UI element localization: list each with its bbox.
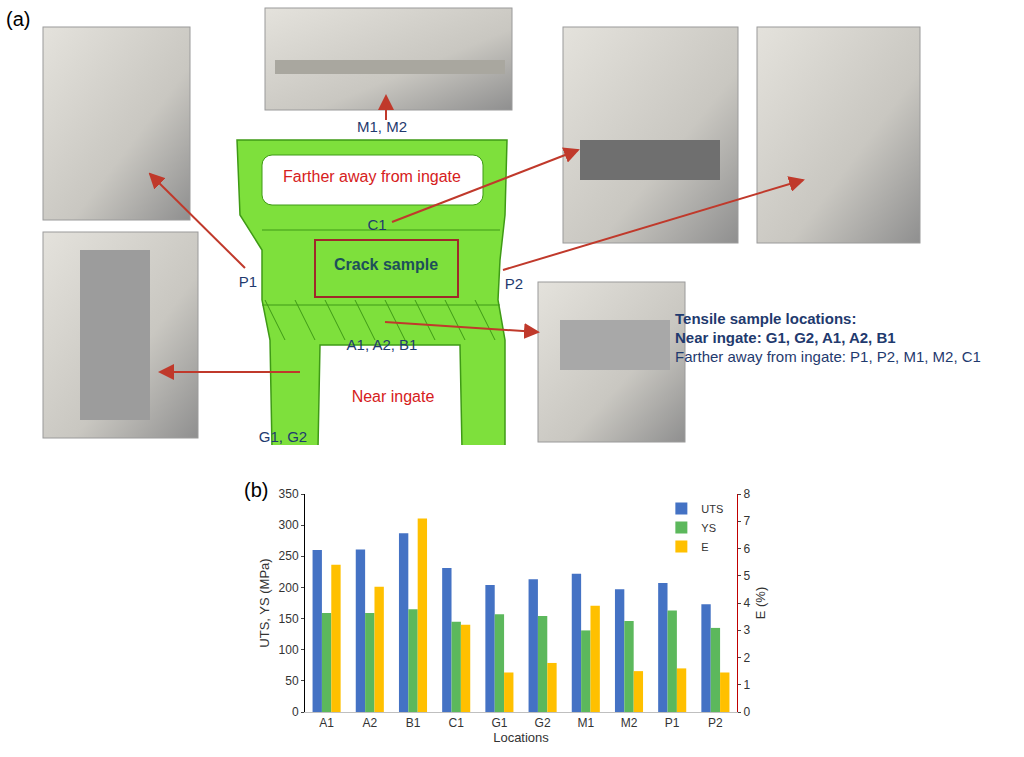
svg-text:Farther away from ingate: Farther away from ingate	[283, 168, 461, 185]
svg-text:Crack sample: Crack sample	[334, 256, 438, 273]
svg-text:300: 300	[279, 518, 299, 532]
svg-text:5: 5	[743, 569, 750, 583]
svg-text:50: 50	[285, 674, 299, 688]
svg-text:8: 8	[743, 487, 750, 501]
svg-text:P1: P1	[665, 716, 680, 730]
svg-text:350: 350	[279, 487, 299, 501]
svg-text:C1: C1	[449, 716, 465, 730]
svg-text:E: E	[701, 541, 708, 553]
svg-text:250: 250	[279, 549, 299, 563]
svg-text:2: 2	[743, 651, 750, 665]
svg-text:UTS, YS (MPa): UTS, YS (MPa)	[257, 558, 272, 647]
svg-text:P2: P2	[505, 275, 523, 292]
svg-text:6: 6	[743, 542, 750, 556]
svg-text:G1: G1	[491, 716, 507, 730]
svg-text:100: 100	[279, 643, 299, 657]
svg-text:M1: M1	[577, 716, 594, 730]
svg-text:Tensile sample locations:: Tensile sample locations:	[675, 310, 856, 327]
svg-text:0: 0	[292, 705, 299, 719]
svg-text:M1, M2: M1, M2	[357, 118, 407, 135]
svg-text:150: 150	[279, 612, 299, 626]
svg-text:G1, G2: G1, G2	[259, 428, 307, 445]
svg-text:YS: YS	[701, 522, 716, 534]
svg-text:Near ingate: G1, G2, A1, A2, B: Near ingate: G1, G2, A1, A2, B1	[675, 329, 896, 346]
svg-text:A2: A2	[362, 716, 377, 730]
svg-text:3: 3	[743, 623, 750, 637]
svg-text:Near ingate: Near ingate	[352, 388, 435, 405]
svg-text:Farther away from ingate: P1,: Farther away from ingate: P1, P2, M1, M2…	[675, 348, 981, 365]
svg-text:B1: B1	[406, 716, 421, 730]
svg-text:7: 7	[743, 514, 750, 528]
svg-text:200: 200	[279, 581, 299, 595]
svg-text:(b): (b)	[244, 479, 268, 501]
svg-text:0: 0	[743, 705, 750, 719]
svg-text:4: 4	[743, 596, 750, 610]
svg-text:A1: A1	[319, 716, 334, 730]
svg-text:(a): (a)	[6, 8, 30, 30]
svg-text:C1: C1	[367, 216, 386, 233]
svg-text:P2: P2	[708, 716, 723, 730]
svg-text:UTS: UTS	[701, 503, 723, 515]
svg-text:E (%): E (%)	[753, 587, 768, 620]
svg-text:M2: M2	[621, 716, 638, 730]
svg-text:1: 1	[743, 678, 750, 692]
svg-text:P1: P1	[239, 273, 257, 290]
svg-text:Locations: Locations	[493, 730, 549, 745]
svg-text:A1, A2, B1: A1, A2, B1	[347, 336, 418, 353]
svg-text:G2: G2	[535, 716, 551, 730]
